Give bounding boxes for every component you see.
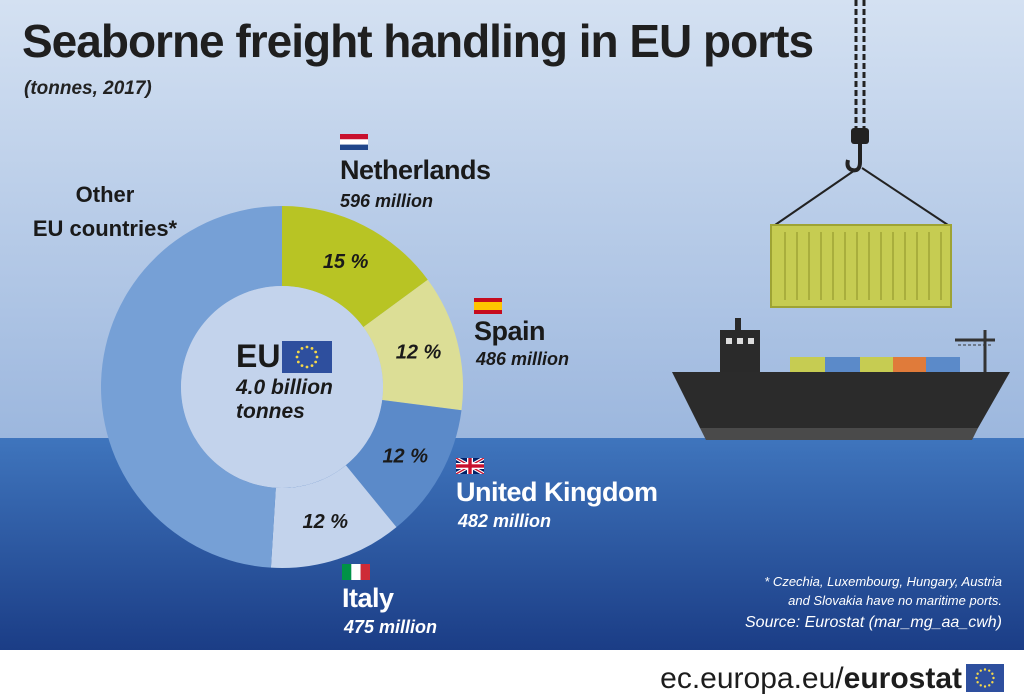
eurostat-url: ec.europa.eu/eurostat bbox=[660, 662, 962, 696]
eurostat-logo-icon bbox=[966, 664, 1004, 692]
center-unit: tonnes bbox=[236, 400, 305, 423]
star-icon bbox=[992, 676, 995, 680]
other-label-line2: EU countries* bbox=[32, 216, 178, 241]
star-icon bbox=[295, 355, 299, 359]
star-icon bbox=[988, 669, 991, 672]
country-name-netherlands: Netherlands bbox=[340, 155, 491, 185]
star-icon bbox=[983, 685, 987, 688]
donut-slice-united-kingdom bbox=[345, 399, 462, 528]
donut-chart: 15 % 12 % 12 % 12 % bbox=[100, 206, 464, 568]
star-icon bbox=[979, 684, 982, 687]
star-icon bbox=[296, 350, 300, 354]
country-name-uk: United Kingdom bbox=[456, 477, 658, 507]
netherlands-flag-icon bbox=[340, 134, 368, 150]
footnote-line2: and Slovakia have no maritime ports. bbox=[788, 593, 1002, 608]
star-icon bbox=[310, 346, 314, 350]
other-label-line1: Other bbox=[75, 182, 135, 207]
star-icon bbox=[305, 365, 309, 369]
country-value-italy: 475 million bbox=[344, 617, 438, 637]
italy-flag-icon bbox=[342, 564, 370, 580]
star-icon bbox=[296, 360, 300, 364]
page-subtitle: (tonnes, 2017) bbox=[24, 78, 152, 99]
country-value-netherlands: 596 million bbox=[340, 191, 434, 211]
donut-slice-italy bbox=[270, 465, 397, 568]
star-icon bbox=[991, 681, 994, 684]
spain-flag-icon bbox=[474, 298, 502, 314]
center-eu-label: EU bbox=[236, 338, 281, 374]
star-icon bbox=[300, 346, 304, 350]
donut-slice-spain bbox=[363, 279, 464, 411]
eu-flag-icon bbox=[282, 341, 332, 373]
donut-slice-other-eu-countries bbox=[100, 206, 283, 568]
star-icon bbox=[979, 669, 982, 672]
page-title: Seaborne freight handling in EU ports bbox=[22, 15, 814, 67]
star-icon bbox=[314, 350, 318, 354]
star-icon bbox=[983, 668, 987, 671]
country-name-italy: Italy bbox=[342, 583, 394, 613]
star-icon bbox=[315, 355, 319, 359]
donut-percent-label: 12 % bbox=[396, 342, 442, 364]
other-countries-label: Other EU countries* bbox=[30, 178, 180, 246]
star-icon bbox=[310, 364, 314, 368]
star-icon bbox=[314, 360, 318, 364]
star-icon bbox=[976, 672, 979, 675]
url-prefix: ec.europa.eu/ bbox=[660, 662, 844, 695]
star-icon bbox=[975, 676, 978, 680]
donut-percent-label: 15 % bbox=[323, 251, 369, 273]
country-value-uk: 482 million bbox=[458, 511, 552, 531]
star-icon bbox=[300, 364, 304, 368]
donut-percent-label: 12 % bbox=[302, 511, 348, 533]
crane-hook-icon bbox=[774, 0, 949, 226]
star-icon bbox=[991, 672, 994, 675]
uk-flag-icon bbox=[456, 458, 484, 474]
donut-slice-netherlands bbox=[282, 206, 428, 328]
hanging-container-icon bbox=[770, 224, 952, 308]
donut-hole bbox=[181, 286, 383, 488]
center-total: 4.0 billion bbox=[236, 376, 333, 399]
star-icon bbox=[305, 345, 309, 349]
star-icon bbox=[988, 684, 991, 687]
url-brand: eurostat bbox=[843, 662, 962, 695]
star-icon bbox=[976, 681, 979, 684]
cargo-ship-icon bbox=[672, 318, 1010, 440]
footnote: * Czechia, Luxembourg, Hungary, Austria … bbox=[702, 572, 1002, 610]
donut-percent-label: 12 % bbox=[382, 446, 428, 468]
country-value-spain: 486 million bbox=[476, 349, 570, 369]
footnote-line1: * Czechia, Luxembourg, Hungary, Austria bbox=[764, 574, 1002, 589]
country-name-spain: Spain bbox=[474, 316, 546, 346]
source-text: Source: Eurostat (mar_mg_aa_cwh) bbox=[745, 614, 1002, 631]
